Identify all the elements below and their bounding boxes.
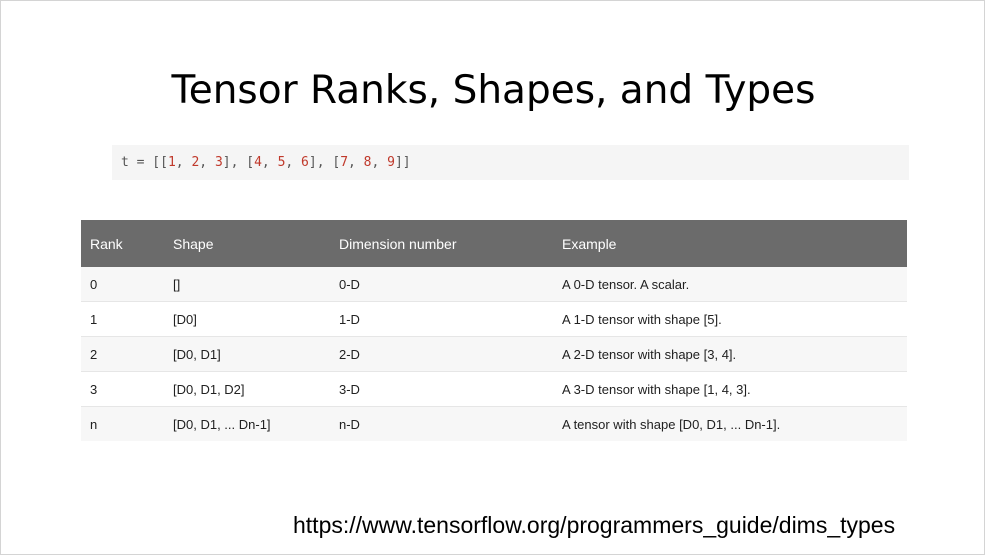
code-punctuation: , — [371, 155, 388, 170]
table-header-row: Rank Shape Dimension number Example — [81, 220, 907, 267]
code-punctuation: ], [ — [308, 155, 341, 170]
slide-title: Tensor Ranks, Shapes, and Types — [171, 68, 816, 113]
cell-shape: [D0, D1, D2] — [164, 371, 330, 407]
table-row: 1 [D0] 1-D A 1-D tensor with shape [5]. — [81, 301, 907, 337]
cell-example: A 1-D tensor with shape [5]. — [553, 301, 907, 337]
cell-rank: 1 — [81, 301, 164, 337]
code-number: 4 — [254, 155, 262, 170]
code-number: 8 — [363, 155, 372, 170]
cell-dimension: 1-D — [330, 301, 553, 337]
code-number: 3 — [214, 155, 223, 170]
tensor-ranks-table: Rank Shape Dimension number Example 0 []… — [81, 220, 907, 441]
code-number: 6 — [301, 155, 309, 170]
code-punctuation: , — [175, 155, 192, 170]
table-row: n [D0, D1, ... Dn-1] n-D A tensor with s… — [81, 406, 907, 441]
header-rank: Rank — [81, 220, 164, 267]
cell-example: A 0-D tensor. A scalar. — [553, 267, 907, 302]
code-number: 7 — [340, 155, 349, 170]
code-prefix: t = [[ — [121, 155, 168, 170]
cell-shape: [D0, D1] — [164, 336, 330, 372]
cell-shape: [D0, D1, ... Dn-1] — [164, 406, 330, 441]
header-shape: Shape — [164, 220, 330, 267]
code-number: 9 — [387, 155, 395, 170]
cell-shape: [D0] — [164, 301, 330, 337]
code-punctuation: , — [285, 155, 302, 170]
cell-rank: 0 — [81, 267, 164, 302]
code-number: 5 — [277, 155, 286, 170]
code-punctuation: , — [199, 155, 215, 170]
cell-example: A 3-D tensor with shape [1, 4, 3]. — [553, 371, 907, 407]
code-number: 2 — [191, 155, 200, 170]
cell-dimension: 3-D — [330, 371, 553, 407]
table-row: 2 [D0, D1] 2-D A 2-D tensor with shape [… — [81, 336, 907, 372]
table-row: 0 [] 0-D A 0-D tensor. A scalar. — [81, 267, 907, 302]
cell-dimension: n-D — [330, 406, 553, 441]
cell-dimension: 0-D — [330, 267, 553, 302]
table-row: 3 [D0, D1, D2] 3-D A 3-D tensor with sha… — [81, 371, 907, 407]
code-punctuation: , — [348, 155, 364, 170]
source-url: https://www.tensorflow.org/programmers_g… — [293, 512, 896, 538]
cell-rank: n — [81, 406, 164, 441]
cell-rank: 3 — [81, 371, 164, 407]
cell-example: A 2-D tensor with shape [3, 4]. — [553, 336, 907, 372]
code-punctuation: , — [261, 155, 278, 170]
code-punctuation: ], [ — [222, 155, 255, 170]
code-punctuation: ]] — [394, 155, 411, 170]
header-dimension-number: Dimension number — [330, 220, 553, 267]
code-tokens: 1, 2, 3], [4, 5, 6], [7, 8, 9]] — [168, 155, 411, 170]
cell-dimension: 2-D — [330, 336, 553, 372]
code-number: 1 — [167, 155, 176, 170]
header-example: Example — [553, 220, 907, 267]
cell-shape: [] — [164, 267, 330, 302]
cell-example: A tensor with shape [D0, D1, ... Dn-1]. — [553, 406, 907, 441]
cell-rank: 2 — [81, 336, 164, 372]
code-snippet: t = [[1, 2, 3], [4, 5, 6], [7, 8, 9]] — [112, 145, 909, 180]
